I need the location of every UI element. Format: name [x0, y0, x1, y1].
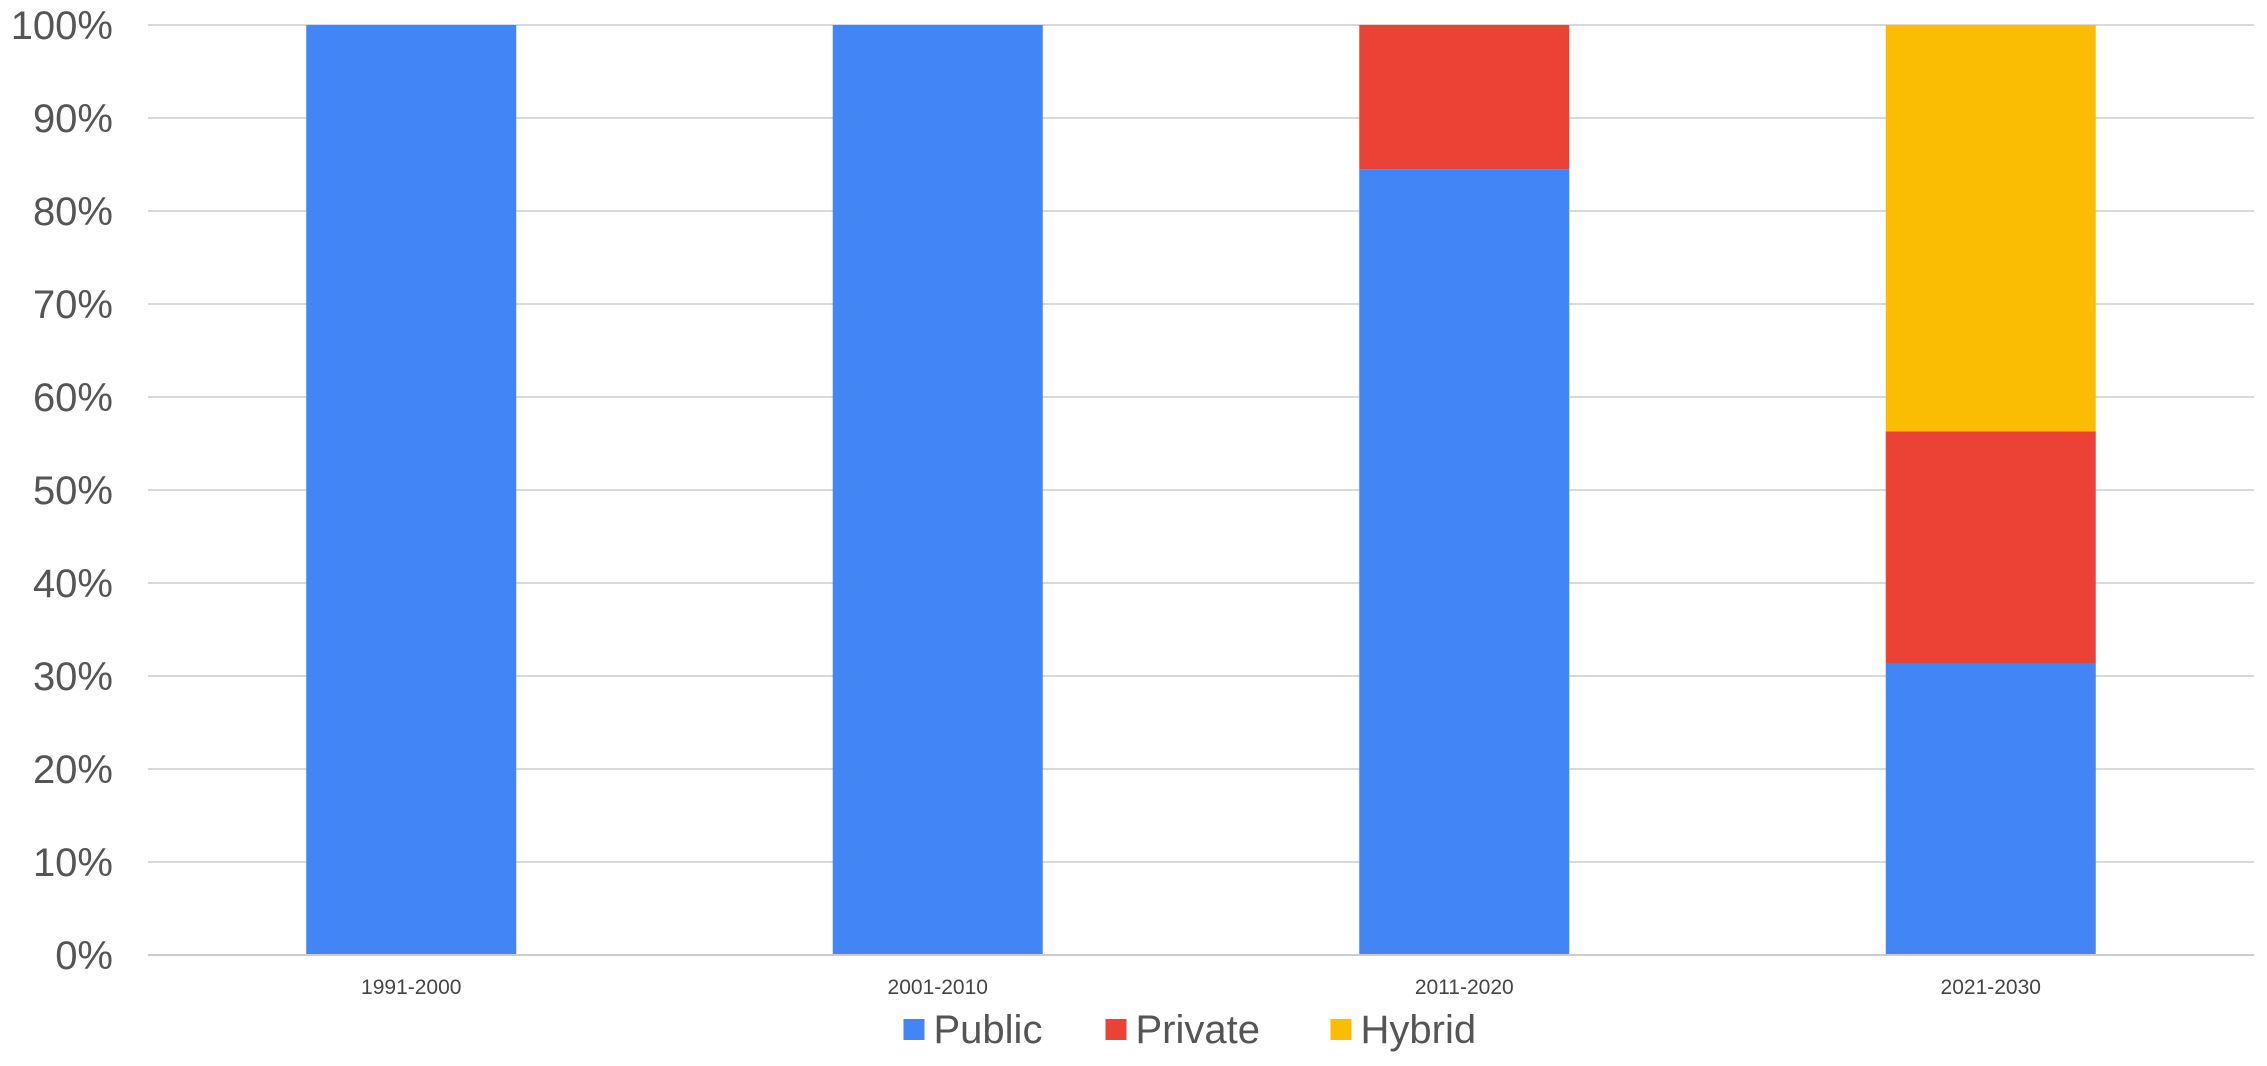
legend-label: Hybrid — [1361, 1008, 1477, 1052]
legend-label: Private — [1136, 1008, 1261, 1052]
bar-public-2011-2020 — [1359, 169, 1570, 955]
x-tick-label: 2001-2010 — [888, 976, 988, 999]
legend-swatch — [1330, 1019, 1352, 1040]
legend: Public Private Hybrid — [903, 1008, 1477, 1052]
y-tick-label: 80% — [33, 190, 113, 234]
y-tick-label: 70% — [33, 283, 113, 327]
legend-swatch — [1105, 1019, 1127, 1040]
bars — [306, 25, 2096, 955]
x-axis: 1991-2000 2001-2010 2011-2020 2021-2030 — [148, 954, 2254, 999]
y-tick-label: 30% — [33, 655, 113, 699]
y-tick-label: 60% — [33, 376, 113, 420]
legend-swatch — [903, 1019, 925, 1040]
x-tick-label: 2021-2030 — [1941, 976, 2041, 999]
bar-private-2021-2030 — [1885, 431, 2096, 664]
bar-public-1991-2000 — [306, 25, 517, 955]
y-tick-label: 50% — [33, 469, 113, 513]
bar-private-2011-2020 — [1359, 25, 1570, 170]
x-tick-label: 2011-2020 — [1415, 976, 1514, 999]
x-tick-label: 1991-2000 — [361, 976, 461, 999]
bar-hybrid-2021-2030 — [1885, 25, 2096, 432]
legend-item-hybrid: Hybrid — [1330, 1008, 1477, 1052]
legend-label: Public — [934, 1008, 1043, 1052]
y-tick-label: 90% — [33, 97, 113, 141]
y-tick-label: 0% — [55, 934, 113, 978]
bar-public-2021-2030 — [1885, 663, 2096, 955]
legend-item-private: Private — [1105, 1008, 1261, 1052]
bar-public-2001-2010 — [832, 25, 1043, 955]
legend-item-public: Public — [903, 1008, 1043, 1052]
y-tick-label: 100% — [11, 4, 113, 48]
y-axis: 0% 10% 20% 30% 40% 50% 60% 70% 80% 90% 100% — [11, 4, 113, 978]
y-tick-label: 10% — [33, 841, 113, 885]
y-tick-label: 40% — [33, 562, 113, 606]
y-tick-label: 20% — [33, 748, 113, 792]
